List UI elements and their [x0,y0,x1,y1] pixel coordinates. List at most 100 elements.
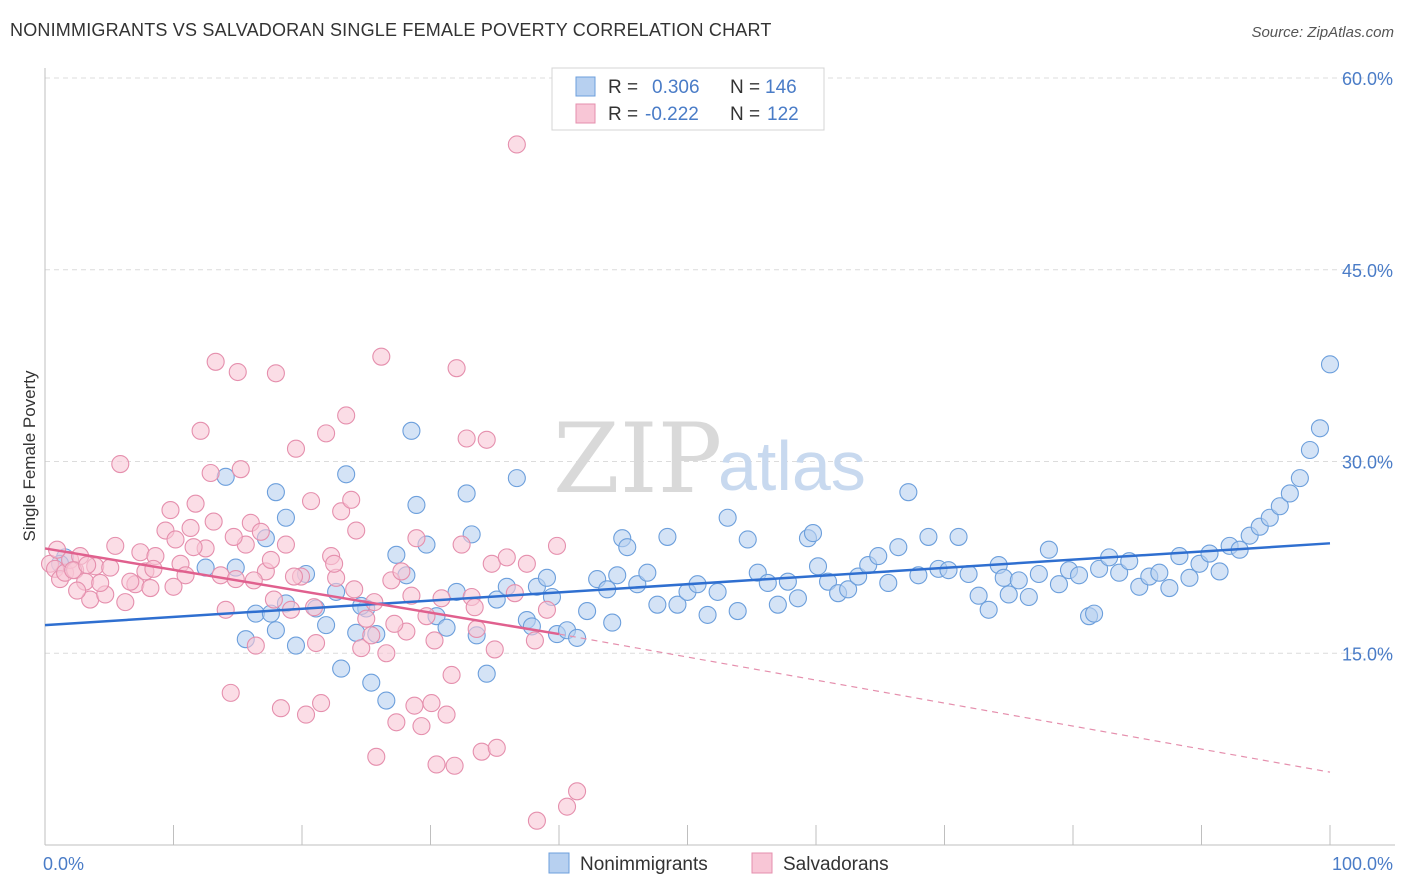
data-point [387,713,406,732]
data-point [467,619,486,639]
chart-title: NONIMMIGRANTS VS SALVADORAN SINGLE FEMAL… [10,20,772,40]
data-point [803,524,823,543]
data-point [412,717,431,736]
data-point [312,694,331,713]
data-point [101,558,120,577]
data-point [246,604,265,623]
data-point [78,555,97,575]
data-point [121,572,140,591]
data-point [221,683,240,702]
data-point [228,362,247,382]
data-point [216,467,235,486]
data-point [325,554,344,573]
data-point [367,747,386,766]
data-point [728,602,747,621]
data-point [808,557,828,576]
data-point [144,559,163,578]
data-point [899,483,918,502]
data-point [869,547,888,566]
data-point [206,352,225,371]
data-point [347,623,366,642]
data-point [507,135,526,154]
data-point [91,573,110,592]
data-point [231,460,250,479]
data-point [1085,604,1104,623]
data-point [949,527,968,546]
data-point [296,705,316,724]
data-point [1200,544,1219,563]
data-point [698,605,717,624]
legend-label-salvadorans: Salvadorans [783,854,889,875]
data-point [1009,571,1028,590]
data-point [1160,579,1179,598]
data-point [332,659,351,678]
data-point [201,463,220,483]
data-point [427,755,446,774]
data-point [537,568,557,587]
x-tick-label: 100.0% [1332,854,1393,874]
data-point [266,364,285,383]
data-point [216,600,235,619]
data-point [407,495,426,515]
data-point [284,567,304,586]
data-point [141,579,160,598]
trend-line-salvadorans-extension [558,633,1331,773]
legend-r-label: R = [608,77,638,98]
watermark-zip: ZIP [553,403,722,515]
x-tick-label: 0.0% [43,854,84,874]
data-point [317,616,336,635]
data-point [422,694,441,713]
data-point [889,538,908,557]
data-point [465,598,484,617]
legend-r-label: R = [608,104,638,125]
data-point [578,602,597,621]
data-point [106,536,125,555]
data-point [266,621,285,640]
axes [44,68,1395,846]
data-point [452,535,471,554]
data-point [1110,563,1129,582]
legend-swatch-nonimmigrants [575,76,596,97]
data-point [1290,469,1309,488]
data-point [638,563,657,582]
data-point [487,738,506,757]
watermark-atlas: atlas [718,427,866,505]
legend-r-value: -0.222 [645,104,699,125]
data-point [357,609,376,628]
legend-n-label: N = [730,104,760,125]
data-point [568,782,587,801]
data-point [477,664,496,683]
data-point [266,483,285,502]
data-point [1049,575,1068,594]
data-point [1210,562,1229,581]
trend-lines [44,542,1331,773]
data-point [204,512,223,531]
data-point [788,589,807,608]
data-point [1090,559,1109,578]
data-point [1300,440,1319,460]
data-point [184,538,203,557]
data-point [191,421,210,440]
data-point [839,580,858,599]
data-point [1270,497,1289,516]
data-point [738,530,757,549]
grid-lines [45,77,1395,654]
data-point [527,811,546,830]
data-point [261,550,280,569]
data-point [342,490,361,509]
data-point [352,639,371,658]
data-point [477,430,496,449]
data-point [718,508,737,527]
data-point [668,595,687,614]
data-point [537,600,557,619]
data-point [1150,563,1169,582]
data-point [276,535,295,554]
data-point [405,696,424,715]
data-point [347,521,366,540]
legend-n-value: 122 [767,104,799,125]
data-point [332,502,351,521]
data-point [111,455,130,474]
data-point [994,568,1013,587]
data-point [457,484,476,503]
data-point [181,518,200,538]
